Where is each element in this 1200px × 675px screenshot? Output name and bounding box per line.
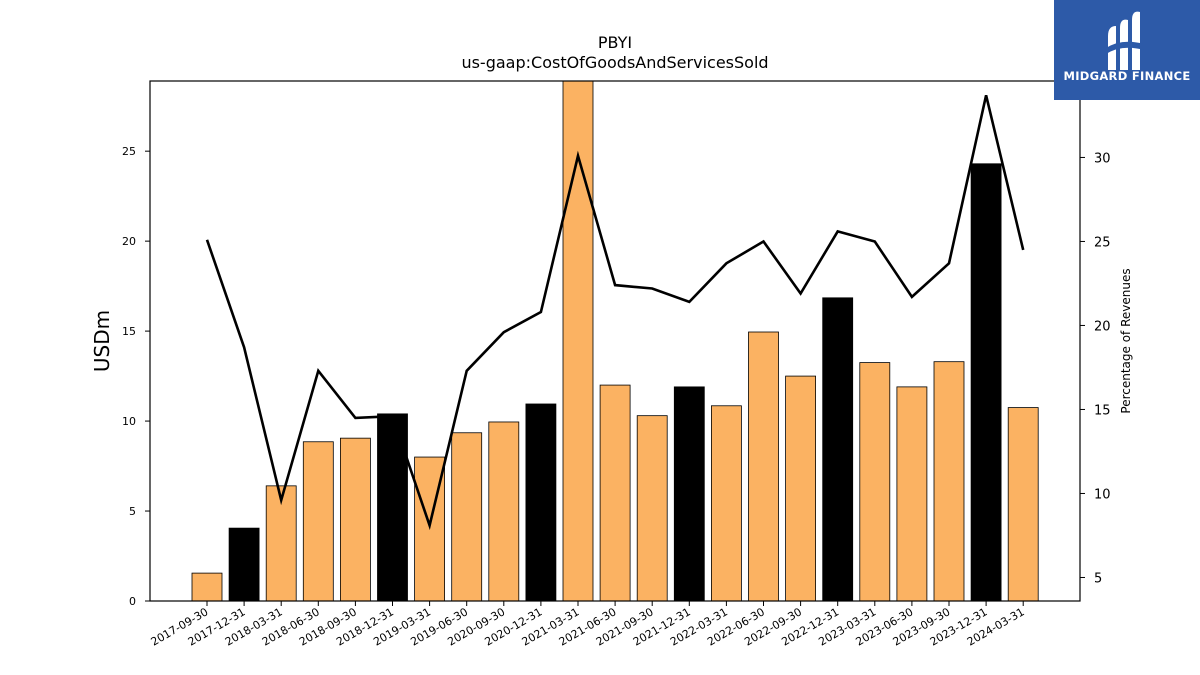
y2-tick-label: 10 bbox=[1094, 487, 1111, 502]
y-tick-label: 25 bbox=[122, 145, 136, 158]
bar-2021-06-30 bbox=[599, 384, 631, 602]
bar-2021-12-31 bbox=[673, 386, 705, 602]
y-axis-left: 0 5 10 15 20 25 bbox=[122, 145, 150, 608]
chart-subtitle: us-gaap:CostOfGoodsAndServicesSold bbox=[461, 53, 768, 72]
bar-2023-09-30 bbox=[933, 361, 965, 602]
y2-tick-label: 30 bbox=[1094, 151, 1111, 166]
percentage-line bbox=[205, 94, 1025, 531]
bar-2023-12-31 bbox=[970, 163, 1002, 602]
bar-2018-03-31 bbox=[265, 485, 297, 602]
chart-title: PBYI bbox=[598, 33, 632, 52]
y2-tick-label: 5 bbox=[1094, 571, 1102, 586]
bar-2022-03-31 bbox=[711, 405, 742, 602]
y-tick-label: 10 bbox=[122, 415, 136, 428]
bar-2018-06-30 bbox=[302, 441, 334, 602]
y-tick-label: 5 bbox=[129, 505, 136, 518]
y-tick-label: 15 bbox=[122, 325, 136, 338]
bar-2020-12-31 bbox=[525, 403, 557, 602]
y2-axis-label: Percentage of Revenues bbox=[1119, 268, 1133, 413]
bar-series bbox=[191, 80, 1039, 602]
y2-tick-label: 15 bbox=[1094, 403, 1111, 418]
bar-2023-03-31 bbox=[859, 362, 891, 602]
bar-2017-09-30 bbox=[191, 572, 223, 602]
bar-2024-03-31 bbox=[1007, 407, 1039, 602]
bar-2023-06-30 bbox=[896, 386, 928, 602]
y2-tick-label: 25 bbox=[1094, 235, 1111, 250]
bar-2018-12-31 bbox=[377, 413, 408, 602]
y2-tick-label: 20 bbox=[1094, 319, 1111, 334]
y-tick-label: 0 bbox=[129, 595, 136, 608]
bar-2020-09-30 bbox=[488, 421, 520, 602]
logo: MIDGARD FINANCE bbox=[1054, 0, 1200, 100]
bar-2022-12-31 bbox=[822, 297, 854, 602]
bar-2018-09-30 bbox=[339, 437, 371, 602]
y-axis-right: 5 10 15 20 25 30 bbox=[1080, 151, 1111, 586]
y-tick-label: 20 bbox=[122, 235, 136, 248]
bar-2022-09-30 bbox=[785, 375, 816, 602]
line-series bbox=[205, 94, 1025, 531]
bar-2021-09-30 bbox=[636, 415, 668, 602]
bar-2022-06-30 bbox=[748, 331, 779, 602]
y-axis-label: USDm bbox=[90, 310, 114, 372]
logo-text: MIDGARD FINANCE bbox=[1063, 69, 1191, 83]
bar-2019-06-30 bbox=[451, 432, 483, 602]
midgard-logo-icon bbox=[1106, 11, 1144, 70]
bar-2017-12-31 bbox=[228, 527, 260, 602]
x-axis: 2017-09-302017-12-312018-03-312018-06-30… bbox=[149, 601, 1027, 649]
